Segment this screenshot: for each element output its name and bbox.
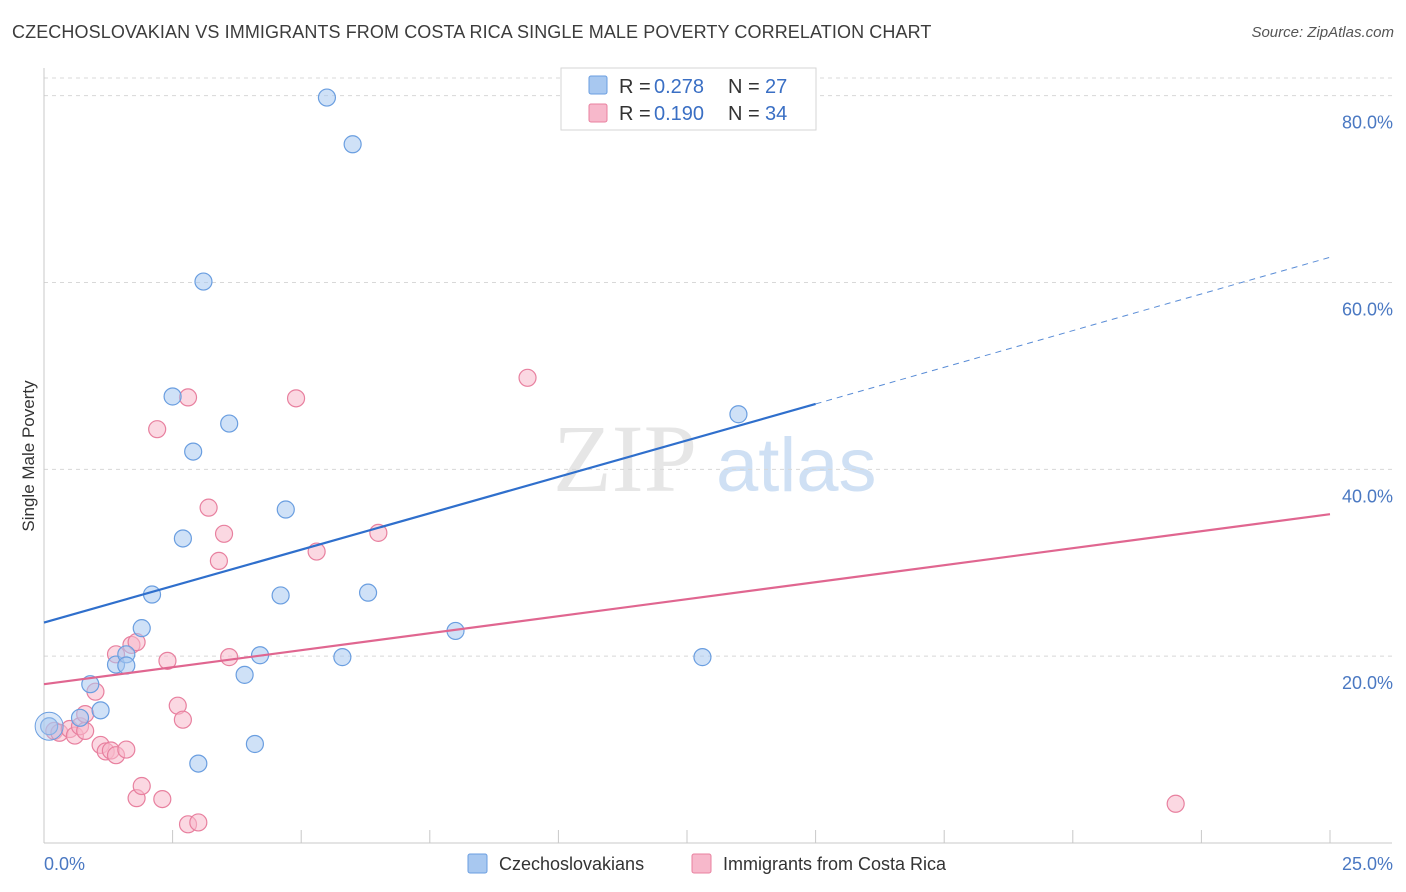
costa-rica-point	[220, 648, 239, 667]
czechoslovakian-point	[220, 414, 239, 433]
costa-rica-point	[173, 710, 192, 729]
czechoslovakian-point	[70, 708, 90, 727]
trendline-costa-rica	[43, 513, 1331, 686]
legend-pink-n-label: N =	[728, 103, 760, 125]
czechoslovakian-point	[358, 583, 378, 602]
x-tick-label-min: 0.0%	[44, 854, 85, 874]
legend-blue-r-label: R =	[619, 76, 651, 98]
czechoslovakian-point	[189, 754, 208, 773]
y-tick-label: 20.0%	[1342, 673, 1393, 693]
x-tick-label-max: 25.0%	[1342, 854, 1393, 874]
costa-rica-point	[518, 368, 537, 387]
legend-costa-rica-label: Immigrants from Costa Rica	[723, 854, 947, 874]
correlation-legend: R = 0.278 N = 27 R = 0.190 N = 34	[560, 67, 817, 131]
legend-blue-n-label: N =	[728, 76, 760, 98]
czechoslovakian-point	[245, 734, 265, 754]
costa-rica-point	[1166, 794, 1185, 813]
costa-rica-point	[178, 388, 198, 407]
czechoslovakian-point	[729, 405, 748, 424]
czechoslovakian-point	[271, 586, 290, 605]
czechoslovakian-point	[235, 665, 254, 684]
czechoslovakian-cluster-point	[34, 711, 64, 741]
legend-pink-n-value: 34	[765, 103, 787, 125]
gridlines	[44, 77, 1392, 657]
chart-title: CZECHOSLOVAKIAN VS IMMIGRANTS FROM COSTA…	[12, 22, 932, 42]
czechoslovakian-point	[173, 529, 192, 548]
watermark: ZIP atlas	[553, 405, 877, 512]
czechoslovakian-point	[693, 648, 712, 667]
y-tick-labels: 20.0% 40.0% 60.0% 80.0%	[1342, 113, 1393, 693]
legend-pink-r-value: 0.190	[654, 103, 704, 125]
czechoslovakian-point	[194, 272, 213, 291]
y-tick-label: 60.0%	[1342, 300, 1393, 320]
trendline-czechoslovakians-extension	[815, 256, 1331, 405]
legend-costa-rica-swatch	[691, 853, 712, 874]
costa-rica-point	[148, 420, 167, 439]
series-legend: Czechoslovakians Immigrants from Costa R…	[467, 853, 947, 874]
costa-rica-point	[189, 813, 208, 832]
y-tick-label: 40.0%	[1342, 486, 1393, 506]
legend-blue-r-value: 0.278	[654, 76, 704, 98]
czechoslovakian-point	[163, 387, 182, 406]
costa-rica-point	[286, 389, 306, 408]
czechoslovakian-point	[343, 135, 362, 154]
czechoslovakian-point	[276, 500, 295, 519]
czechoslovakian-point	[91, 701, 110, 720]
chart-source: Source: ZipAtlas.com	[1251, 24, 1394, 41]
costa-rica-point	[117, 740, 136, 759]
trend-lines	[43, 256, 1331, 686]
czechoslovakian-point	[40, 717, 59, 736]
legend-swatch-pink	[588, 103, 608, 123]
czechoslovakian-point	[317, 88, 337, 107]
y-tick-label: 80.0%	[1342, 113, 1393, 133]
trendline-czechoslovakians	[43, 402, 816, 624]
legend-pink-r-label: R =	[619, 103, 651, 125]
legend-swatch-blue	[588, 75, 608, 95]
costa-rica-point	[153, 789, 172, 809]
legend-czechoslovakians-swatch	[467, 853, 488, 874]
legend-czechoslovakians-label: Czechoslovakians	[499, 854, 644, 874]
y-axis-label: Single Male Poverty	[19, 380, 38, 532]
czechoslovakian-point	[132, 619, 151, 638]
legend-blue-n-value: 27	[765, 76, 787, 98]
costa-rica-point	[209, 551, 228, 570]
czechoslovakian-point	[333, 648, 352, 667]
costa-rica-point	[214, 524, 234, 543]
x-tick-marks	[172, 830, 1331, 843]
costa-rica-point	[158, 651, 177, 670]
watermark-atlas: atlas	[716, 423, 877, 508]
czechoslovakian-point	[184, 442, 203, 461]
czechoslovakian-point	[81, 675, 100, 694]
series-czechoslovakians-points	[34, 88, 748, 773]
costa-rica-point	[199, 498, 218, 517]
costa-rica-point	[132, 776, 151, 796]
